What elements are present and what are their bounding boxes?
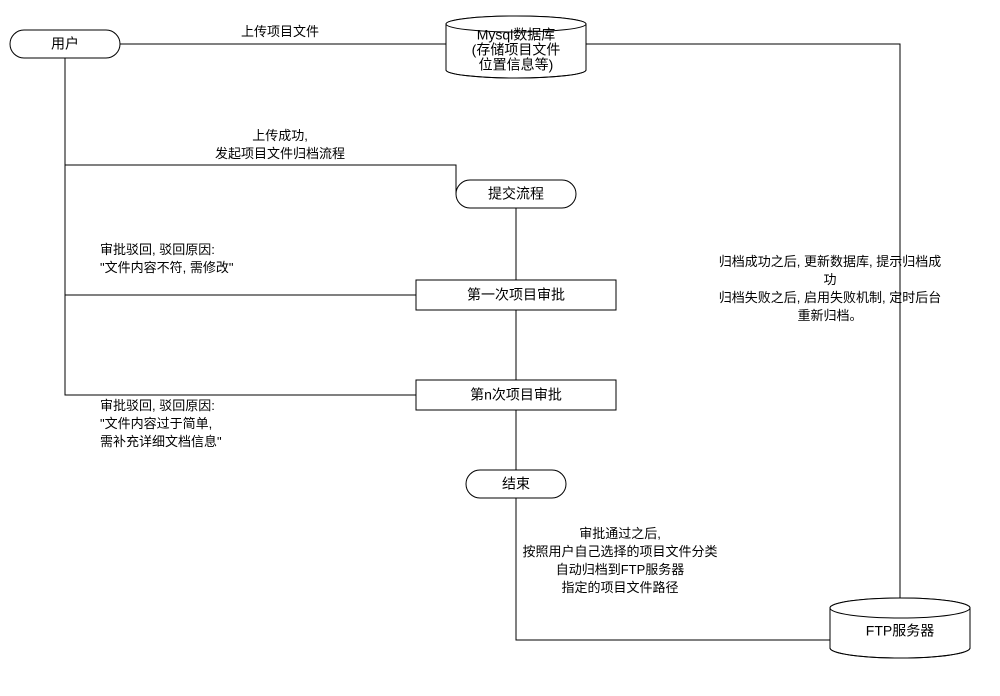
- edge-user-to-submit-label-1: 发起项目文件归档流程: [215, 146, 345, 161]
- edge-end-to-ftp-label-0: 审批通过之后,: [579, 526, 661, 541]
- edge-end-to-ftp-label-3: 指定的项目文件路径: [561, 580, 678, 595]
- node-user-label: 用户: [51, 36, 79, 52]
- node-ftp-label-0: FTP服务器: [866, 623, 934, 639]
- edge-reviewN-reject-label-only-label-1: "文件内容过于简单,: [100, 416, 212, 431]
- node-reviewN-label: 第n次项目审批: [470, 387, 562, 403]
- edge-ftp-to-db-label-3: 重新归档。: [797, 308, 862, 323]
- node-submit-label: 提交流程: [488, 186, 544, 202]
- node-db-label-2: 位置信息等): [479, 57, 554, 73]
- node-review1-label: 第一次项目审批: [467, 287, 565, 303]
- edge-user-to-db-label-0: 上传项目文件: [241, 24, 319, 39]
- node-ftp-top: [830, 598, 970, 618]
- edge-user-to-submit-label-0: 上传成功,: [252, 128, 308, 143]
- edge-ftp-to-db-label-0: 归档成功之后, 更新数据库, 提示归档成: [719, 254, 941, 269]
- edge-review1-reject-label-1: "文件内容不符, 需修改": [100, 260, 234, 275]
- edge-end-to-ftp-label-1: 按照用户自己选择的项目文件分类: [522, 544, 717, 559]
- edge-review1-reject-label-0: 审批驳回, 驳回原因:: [100, 242, 215, 257]
- node-db-label-0: Mysql数据库: [477, 27, 556, 43]
- node-end-label: 结束: [502, 476, 530, 492]
- node-db-label-1: (存储项目文件: [472, 42, 561, 58]
- edge-user-to-submit: [65, 165, 516, 194]
- edge-user-down-spine: [65, 58, 416, 395]
- flow-diagram: 用户 Mysql数据库(存储项目文件位置信息等) 提交流程第一次项目审批第n次项目审…: [0, 0, 1000, 696]
- edge-reviewN-reject-label-only-label-2: 需补充详细文档信息": [100, 434, 222, 449]
- edge-ftp-to-db-label-2: 归档失败之后, 启用失败机制, 定时后台: [719, 290, 941, 305]
- edge-end-to-ftp-label-2: 自动归档到FTP服务器: [556, 562, 685, 577]
- edge-reviewN-reject-label-only-label-0: 审批驳回, 驳回原因:: [100, 398, 215, 413]
- edge-ftp-to-db-label-1: 功: [823, 272, 836, 287]
